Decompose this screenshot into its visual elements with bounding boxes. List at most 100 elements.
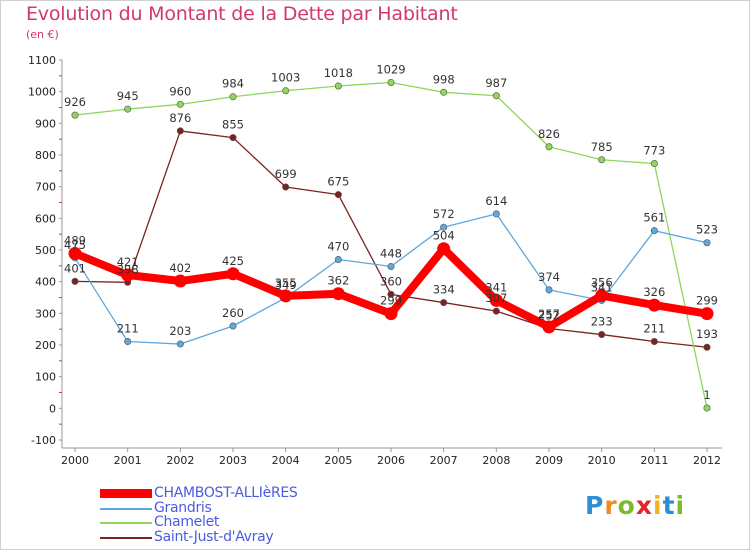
data-point (176, 127, 184, 135)
data-label: 876 (169, 111, 191, 125)
data-label: 326 (643, 285, 665, 299)
data-point (282, 183, 290, 191)
data-label: 356 (591, 276, 613, 290)
data-label: 402 (169, 261, 191, 275)
data-point (229, 322, 237, 330)
data-point (650, 227, 658, 235)
logo-letter: P (585, 491, 605, 520)
data-point (647, 298, 661, 312)
data-point (650, 338, 658, 346)
logo-letter: i (675, 491, 686, 520)
data-label: 448 (380, 246, 402, 260)
data-label: 341 (591, 280, 613, 294)
data-label: 699 (275, 167, 297, 181)
legend-label: Saint-Just-d'Avray (154, 528, 274, 545)
legend-swatch (100, 489, 152, 498)
data-label: 355 (275, 276, 297, 290)
x-tick-label: 2006 (377, 454, 405, 467)
data-point (440, 223, 448, 231)
data-point (542, 320, 556, 334)
y-tick-label: 1000 (28, 86, 56, 99)
data-label: 299 (380, 294, 402, 308)
data-label: 1 (703, 388, 710, 402)
x-tick-label: 2001 (114, 454, 142, 467)
data-point (124, 338, 132, 346)
data-point (703, 404, 711, 412)
data-label: 960 (169, 84, 191, 98)
data-point (334, 82, 342, 90)
logo-letter: t (662, 491, 676, 520)
data-label: 855 (222, 118, 244, 132)
data-point (229, 93, 237, 101)
legend-label: CHAMBOST-ALLIèRES (154, 485, 298, 501)
data-point (545, 286, 553, 294)
data-label: 773 (643, 144, 665, 158)
data-label: 193 (696, 327, 718, 341)
x-tick-label: 2000 (61, 454, 89, 467)
data-label: 926 (64, 95, 86, 109)
y-tick-label: 1100 (28, 54, 56, 67)
data-label: 785 (591, 140, 613, 154)
data-label: 360 (380, 274, 402, 288)
data-label: 421 (117, 255, 139, 269)
data-point (226, 267, 240, 281)
x-tick-label: 2003 (219, 454, 247, 467)
data-label: 203 (169, 324, 191, 338)
data-label: 307 (485, 291, 507, 305)
x-tick-label: 2002 (166, 454, 194, 467)
logo-letter: i (653, 491, 663, 520)
data-label: 362 (327, 274, 349, 288)
data-point (492, 92, 500, 100)
logo-letter: r (604, 491, 618, 520)
data-point (282, 87, 290, 95)
data-point (440, 88, 448, 96)
data-label: 489 (64, 233, 86, 247)
data-point (489, 293, 503, 307)
data-label: 561 (643, 211, 665, 225)
data-point (176, 340, 184, 348)
data-point (384, 307, 398, 321)
data-label: 945 (117, 89, 139, 103)
data-point (173, 274, 187, 288)
y-tick-label: -100 (31, 434, 56, 447)
data-point (334, 191, 342, 199)
data-point (71, 111, 79, 119)
data-point (387, 78, 395, 86)
data-label: 233 (591, 315, 613, 329)
x-tick-label: 2009 (535, 454, 563, 467)
y-tick-label: 100 (35, 371, 56, 384)
x-tick-label: 2007 (430, 454, 458, 467)
data-label: 349 (275, 278, 297, 292)
data-label: 374 (538, 270, 560, 284)
y-tick-label: 0 (49, 402, 56, 415)
x-tick-label: 2011 (640, 454, 668, 467)
series-line-2 (74, 81, 708, 409)
data-label: 260 (222, 306, 244, 320)
data-label: 826 (538, 127, 560, 141)
data-point (437, 242, 451, 256)
data-label: 1003 (271, 71, 300, 85)
data-point (334, 255, 342, 263)
data-point (279, 289, 293, 303)
data-label: 257 (538, 307, 560, 321)
x-tick-label: 2005 (324, 454, 352, 467)
data-point (492, 210, 500, 218)
y-tick-label: 300 (35, 307, 56, 320)
chart-subtitle: (en €) (26, 28, 59, 41)
data-label: 1018 (324, 66, 353, 80)
x-tick-label: 2010 (588, 454, 616, 467)
y-tick-label: 200 (35, 339, 56, 352)
data-label: 475 (64, 238, 86, 252)
data-point (440, 299, 448, 307)
data-label: 341 (485, 280, 507, 294)
data-point (650, 160, 658, 168)
data-point (176, 100, 184, 108)
data-label: 211 (117, 322, 139, 336)
proxiti-logo: Proxiti (585, 491, 685, 520)
data-label: 299 (696, 294, 718, 308)
data-label: 984 (222, 77, 244, 91)
data-point (492, 307, 500, 315)
logo-letter: o (617, 491, 636, 520)
data-point (387, 290, 395, 298)
data-label: 998 (433, 72, 455, 86)
